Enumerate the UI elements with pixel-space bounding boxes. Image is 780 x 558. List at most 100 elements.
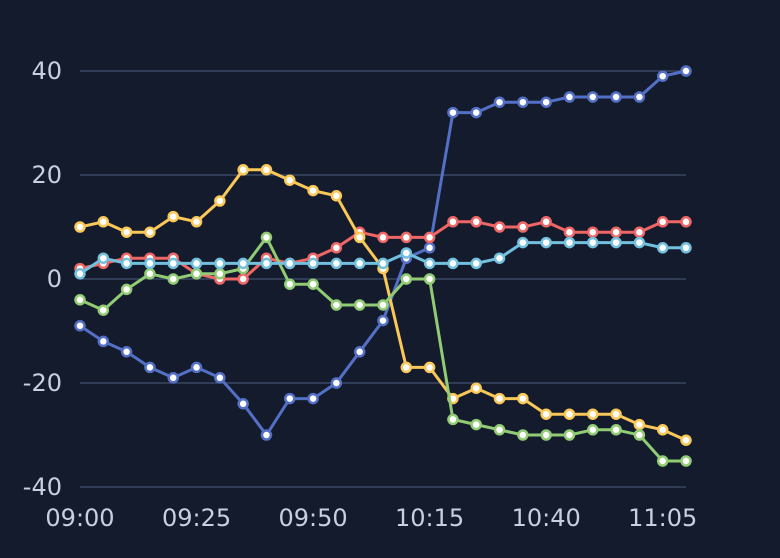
data-point[interactable] <box>167 273 179 285</box>
data-point[interactable] <box>284 174 296 186</box>
data-point[interactable] <box>260 257 273 270</box>
data-point[interactable] <box>330 242 343 254</box>
data-point[interactable] <box>237 398 249 410</box>
data-point[interactable] <box>470 216 482 228</box>
data-point[interactable] <box>237 164 249 176</box>
data-point[interactable] <box>540 408 552 420</box>
data-point[interactable] <box>144 361 156 374</box>
data-point[interactable] <box>587 408 599 420</box>
data-point[interactable] <box>633 236 646 249</box>
data-point[interactable] <box>97 335 110 348</box>
data-point[interactable] <box>680 242 692 254</box>
data-point[interactable] <box>167 372 179 384</box>
data-point[interactable] <box>587 91 599 103</box>
data-point[interactable] <box>610 236 622 249</box>
data-point[interactable] <box>680 65 692 77</box>
data-point[interactable] <box>587 236 599 249</box>
data-point[interactable] <box>237 273 249 285</box>
data-point[interactable] <box>144 268 156 280</box>
data-point[interactable] <box>307 392 319 405</box>
data-point[interactable] <box>284 257 296 270</box>
data-point[interactable] <box>74 294 86 306</box>
data-point[interactable] <box>423 361 436 374</box>
data-point[interactable] <box>517 96 529 108</box>
data-point[interactable] <box>214 268 226 280</box>
data-point[interactable] <box>167 257 179 270</box>
data-point[interactable] <box>144 257 156 270</box>
data-point[interactable] <box>656 424 669 436</box>
data-point[interactable] <box>260 429 273 441</box>
data-point[interactable] <box>633 91 646 103</box>
data-point[interactable] <box>190 257 203 270</box>
data-point[interactable] <box>97 216 110 228</box>
data-point[interactable] <box>633 226 646 238</box>
data-point[interactable] <box>493 221 506 233</box>
data-point[interactable] <box>307 278 319 290</box>
data-point[interactable] <box>423 242 436 254</box>
data-point[interactable] <box>470 106 482 119</box>
data-point[interactable] <box>330 299 343 311</box>
data-point[interactable] <box>540 96 552 108</box>
data-point[interactable] <box>493 392 506 405</box>
data-point[interactable] <box>517 429 529 441</box>
data-point[interactable] <box>144 226 156 238</box>
data-point[interactable] <box>633 418 646 431</box>
data-point[interactable] <box>680 434 692 446</box>
data-point[interactable] <box>610 91 622 103</box>
data-point[interactable] <box>423 273 436 285</box>
data-point[interactable] <box>97 304 110 316</box>
data-point[interactable] <box>400 247 413 259</box>
data-point[interactable] <box>237 257 249 270</box>
data-point[interactable] <box>610 226 622 238</box>
data-point[interactable] <box>563 408 576 420</box>
data-point[interactable] <box>587 424 599 436</box>
data-point[interactable] <box>540 216 552 228</box>
data-point[interactable] <box>353 299 366 311</box>
data-point[interactable] <box>353 257 366 270</box>
data-point[interactable] <box>493 424 506 436</box>
data-point[interactable] <box>563 429 576 441</box>
data-point[interactable] <box>120 226 133 238</box>
data-point[interactable] <box>470 418 482 431</box>
data-point[interactable] <box>377 231 389 244</box>
data-point[interactable] <box>493 252 506 264</box>
data-point[interactable] <box>470 257 482 270</box>
data-point[interactable] <box>74 320 86 332</box>
data-point[interactable] <box>214 195 226 207</box>
data-point[interactable] <box>260 164 273 176</box>
data-point[interactable] <box>610 408 622 420</box>
data-point[interactable] <box>493 96 506 108</box>
data-point[interactable] <box>447 216 459 228</box>
data-point[interactable] <box>353 346 366 358</box>
data-point[interactable] <box>120 283 133 296</box>
data-point[interactable] <box>377 299 389 311</box>
data-point[interactable] <box>587 226 599 238</box>
data-point[interactable] <box>307 184 319 197</box>
data-point[interactable] <box>190 216 203 228</box>
data-point[interactable] <box>284 392 296 405</box>
data-point[interactable] <box>74 268 86 280</box>
data-point[interactable] <box>447 106 459 119</box>
data-point[interactable] <box>400 273 413 285</box>
data-point[interactable] <box>540 236 552 249</box>
data-point[interactable] <box>214 257 226 270</box>
data-point[interactable] <box>284 278 296 290</box>
data-point[interactable] <box>120 346 133 358</box>
data-point[interactable] <box>190 361 203 374</box>
data-point[interactable] <box>423 231 436 244</box>
data-point[interactable] <box>214 372 226 384</box>
data-point[interactable] <box>423 257 436 270</box>
data-point[interactable] <box>330 190 343 202</box>
data-point[interactable] <box>167 210 179 223</box>
data-point[interactable] <box>563 236 576 249</box>
data-point[interactable] <box>656 216 669 228</box>
data-point[interactable] <box>563 91 576 103</box>
data-point[interactable] <box>517 392 529 405</box>
data-point[interactable] <box>610 424 622 436</box>
data-point[interactable] <box>563 226 576 238</box>
data-point[interactable] <box>377 314 389 327</box>
data-point[interactable] <box>260 231 273 244</box>
data-point[interactable] <box>656 455 669 467</box>
data-point[interactable] <box>330 257 343 270</box>
data-point[interactable] <box>400 231 413 244</box>
